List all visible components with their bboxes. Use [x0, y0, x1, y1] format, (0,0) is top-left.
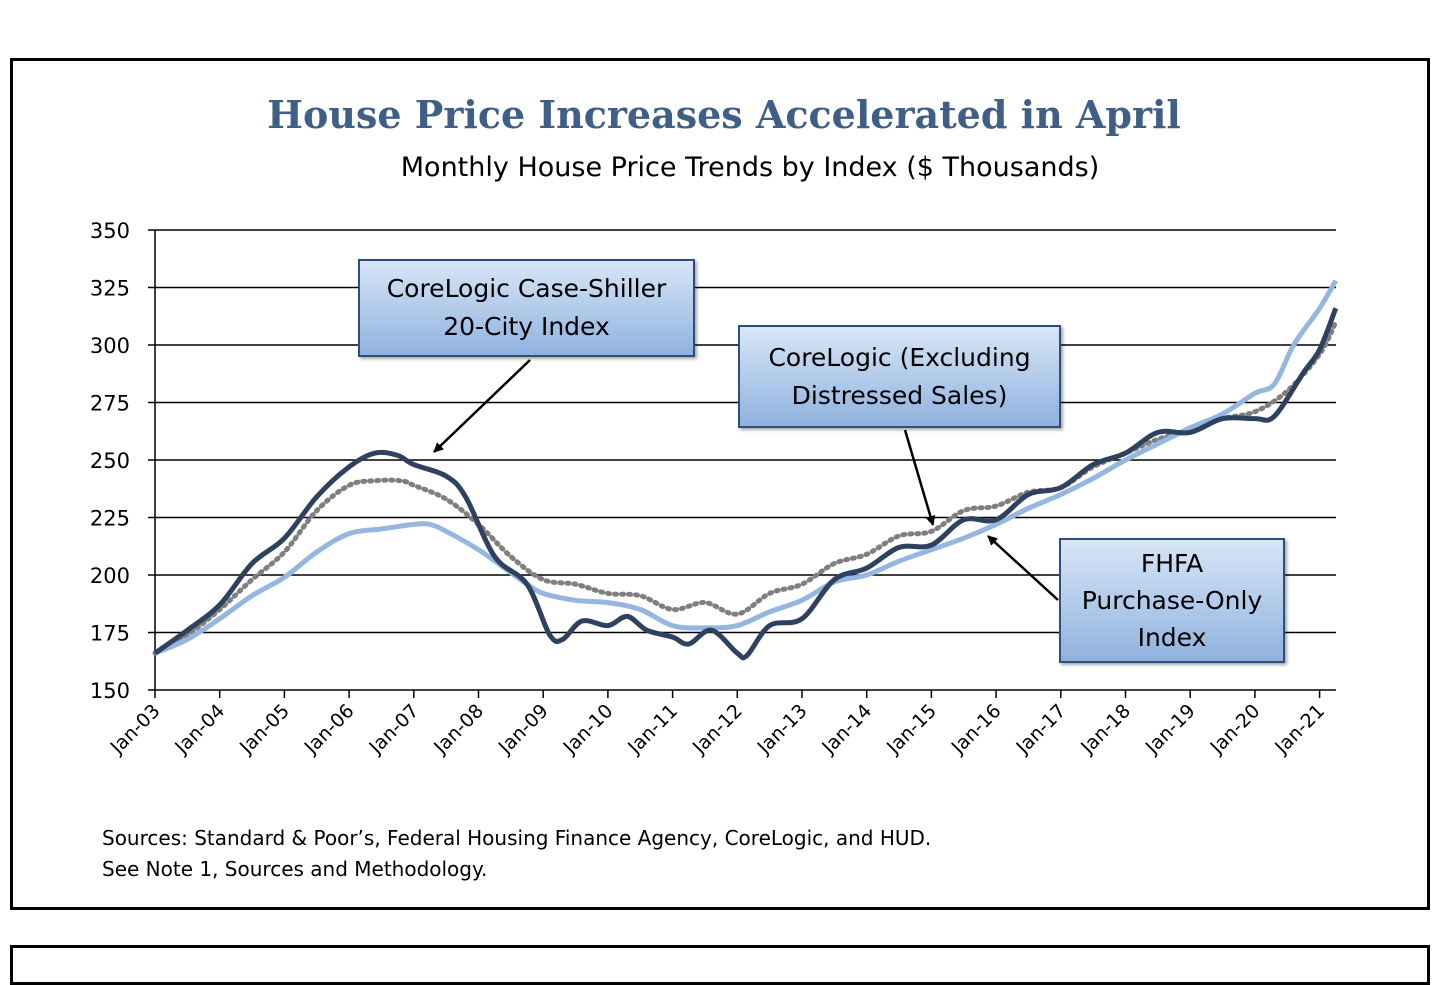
- callout-case-shiller: CoreLogic Case-Shiller 20-City Index: [358, 259, 695, 357]
- y-tick-label: 250: [90, 449, 130, 473]
- x-tick-label: Jan-03: [106, 700, 165, 759]
- x-tick-label: Jan-20: [1206, 700, 1265, 759]
- callout-fhfa-line2: Purchase-Only: [1081, 586, 1263, 615]
- chart-title: House Price Increases Accelerated in Apr…: [267, 92, 1181, 137]
- callout-case-shiller-line2: 20-City Index: [443, 312, 610, 341]
- callout-fhfa-line3: Index: [1137, 623, 1207, 652]
- x-tick-label: Jan-04: [170, 700, 229, 759]
- x-tick-label: Jan-12: [688, 700, 747, 759]
- y-tick-label: 200: [90, 564, 130, 588]
- x-tick-label: Jan-14: [817, 700, 876, 759]
- callout-corelogic: CoreLogic (Excluding Distressed Sales): [738, 325, 1061, 428]
- x-tick-label: Jan-06: [300, 700, 359, 759]
- callout-corelogic-line2: Distressed Sales): [791, 380, 1008, 410]
- y-tick-label: 175: [90, 622, 130, 646]
- callout-case-shiller-line1: CoreLogic Case-Shiller: [386, 274, 667, 303]
- series-case-shiller-line: [153, 307, 1339, 661]
- y-tick-label: 275: [90, 392, 130, 416]
- x-tick-label: Jan-11: [623, 700, 682, 759]
- x-tick-label: Jan-08: [429, 700, 488, 759]
- x-tick-label: Jan-17: [1011, 700, 1070, 759]
- callout-arrows: [433, 359, 1059, 601]
- arrow-fhfa: [987, 535, 1059, 601]
- x-tick-label: Jan-13: [753, 700, 812, 759]
- x-tick-label: Jan-15: [882, 700, 941, 759]
- y-tick-label: 150: [90, 679, 130, 703]
- series-fhfa-line: [154, 279, 1338, 656]
- x-tick-label: Jan-10: [559, 700, 618, 759]
- y-tick-label: 225: [90, 507, 130, 531]
- callout-fhfa-line1: FHFA: [1140, 549, 1204, 578]
- x-tick-label: Jan-21: [1270, 700, 1329, 759]
- sources-note: Sources: Standard & Poor’s, Federal Hous…: [102, 823, 931, 885]
- series-lines: [152, 279, 1339, 661]
- arrow-corelogic: [903, 429, 936, 526]
- x-tick-label: Jan-16: [947, 700, 1006, 759]
- y-tick-label: 300: [90, 334, 130, 358]
- series-corelogic-line: [152, 319, 1339, 656]
- x-tick-label: Jan-19: [1141, 700, 1200, 759]
- x-tick-label: Jan-05: [235, 700, 294, 759]
- x-tick-label: Jan-07: [364, 700, 423, 759]
- x-tick-label: Jan-09: [494, 700, 553, 759]
- callout-fhfa: FHFA Purchase-Only Index: [1059, 538, 1285, 663]
- sources-line-2: See Note 1, Sources and Methodology.: [102, 857, 488, 881]
- chart-frame: [10, 58, 1430, 910]
- y-tick-label: 350: [90, 219, 130, 243]
- y-tick-label: 325: [90, 277, 130, 301]
- arrow-case-shiller: [433, 359, 531, 453]
- chart-subtitle: Monthly House Price Trends by Index ($ T…: [400, 152, 1100, 183]
- callout-corelogic-line1: CoreLogic (Excluding: [768, 342, 1031, 372]
- x-tick-label: Jan-18: [1076, 700, 1135, 759]
- sources-line-1: Sources: Standard & Poor’s, Federal Hous…: [102, 826, 932, 850]
